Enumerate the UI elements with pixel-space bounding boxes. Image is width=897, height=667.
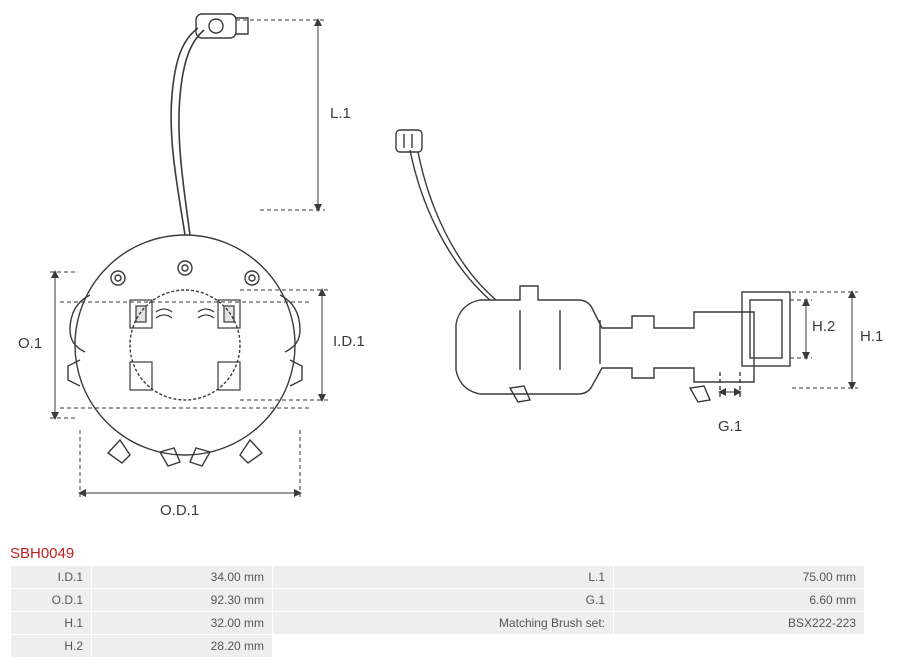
label-id1: I.D.1 bbox=[333, 333, 365, 350]
table-row: H.1 32.00 mm Matching Brush set: BSX222-… bbox=[11, 612, 864, 634]
cell-h2-label: H.2 bbox=[11, 635, 91, 657]
table-row: O.D.1 92.30 mm G.1 6.60 mm bbox=[11, 589, 864, 611]
label-od1: O.D.1 bbox=[160, 502, 199, 519]
table-row: H.2 28.20 mm bbox=[11, 635, 864, 657]
cell-h1-value: 32.00 mm bbox=[92, 612, 272, 634]
cell-brush-label: Matching Brush set: bbox=[273, 612, 613, 634]
label-l1: L.1 bbox=[330, 105, 351, 122]
label-g1: G.1 bbox=[718, 418, 742, 435]
cell-od1-value: 92.30 mm bbox=[92, 589, 272, 611]
cell-h2-value: 28.20 mm bbox=[92, 635, 272, 657]
label-o1: O.1 bbox=[18, 335, 42, 352]
left-view bbox=[68, 235, 302, 466]
right-view bbox=[396, 130, 790, 402]
cell-h1-label: H.1 bbox=[11, 612, 91, 634]
label-h2: H.2 bbox=[812, 318, 835, 335]
cell-id1-value: 34.00 mm bbox=[92, 566, 272, 588]
part-number: SBH0049 bbox=[10, 545, 74, 562]
table-row: I.D.1 34.00 mm L.1 75.00 mm bbox=[11, 566, 864, 588]
cell-g1-value: 6.60 mm bbox=[614, 589, 864, 611]
cell-l1-value: 75.00 mm bbox=[614, 566, 864, 588]
cell-brush-value: BSX222-223 bbox=[614, 612, 864, 634]
cell-l1-label: L.1 bbox=[273, 566, 613, 588]
technical-drawing: L.1 I.D.1 O.1 O.D.1 G.1 H.2 H.1 bbox=[0, 0, 897, 540]
spec-table: I.D.1 34.00 mm L.1 75.00 mm O.D.1 92.30 … bbox=[10, 565, 865, 658]
cell-od1-label: O.D.1 bbox=[11, 589, 91, 611]
cell-g1-label: G.1 bbox=[273, 589, 613, 611]
label-h1: H.1 bbox=[860, 328, 883, 345]
lead-wire bbox=[171, 14, 248, 235]
cell-id1-label: I.D.1 bbox=[11, 566, 91, 588]
drawing-svg bbox=[0, 0, 897, 540]
